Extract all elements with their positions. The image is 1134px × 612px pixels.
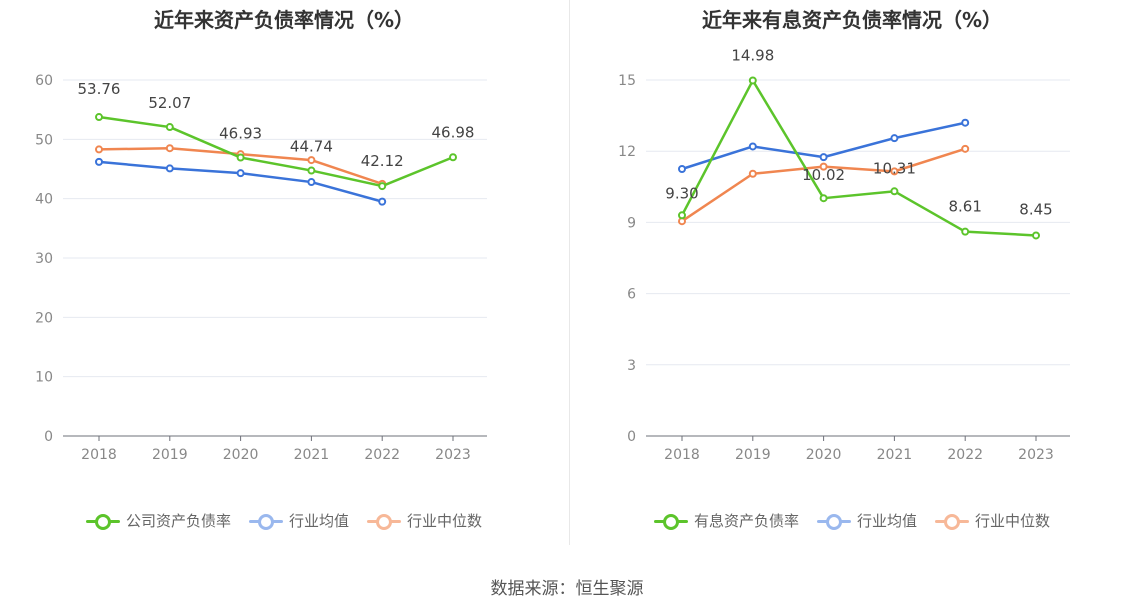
series-line-1: [98, 160, 383, 203]
legend-item[interactable]: 公司资产负债率: [85, 510, 231, 531]
series-line-0: [98, 115, 454, 188]
data-point[interactable]: [961, 118, 970, 127]
data-point[interactable]: [378, 182, 387, 191]
y-tick-label: 12: [618, 144, 636, 160]
x-tick-label: 2019: [152, 447, 188, 463]
data-point[interactable]: [165, 123, 174, 132]
x-tick-label: 2021: [877, 447, 913, 463]
series-line-0: [680, 79, 1037, 237]
data-label: 52.07: [148, 94, 191, 112]
y-tick-label: 15: [618, 73, 636, 89]
legend-line-circle-icon: [367, 513, 401, 530]
data-point[interactable]: [890, 134, 899, 143]
legend-item[interactable]: 行业中位数: [935, 510, 1050, 531]
data-label: 10.31: [873, 159, 916, 177]
left-chart-panel: 近年来资产负债率情况（%） 0 10 20 30 40 50 60 2018 2019 2020 2…: [0, 0, 568, 545]
data-point[interactable]: [890, 187, 899, 196]
y-tick-label: 30: [35, 251, 53, 267]
data-point[interactable]: [449, 153, 457, 162]
data-label: 46.98: [432, 123, 475, 141]
data-point[interactable]: [819, 153, 828, 162]
x-tick-label: 2022: [947, 447, 983, 463]
chart-legend: 公司资产负债率 行业均值 行业中位数: [0, 510, 568, 531]
legend-item[interactable]: 行业均值: [816, 510, 917, 531]
legend-label: 行业均值: [856, 512, 917, 530]
data-point[interactable]: [748, 76, 757, 85]
data-point[interactable]: [748, 169, 757, 178]
data-point[interactable]: [95, 145, 103, 154]
panel-divider: [569, 0, 570, 545]
data-label: 42.12: [361, 152, 404, 170]
data-label: 46.93: [219, 125, 262, 143]
chart-title: 近年来有息资产负债率情况（%）: [701, 8, 1003, 32]
data-point[interactable]: [890, 167, 899, 176]
legend-label: 行业中位数: [407, 512, 483, 530]
data-label: 44.74: [290, 138, 333, 156]
x-tick-label: 2018: [664, 447, 700, 463]
legend-line-circle-icon: [653, 513, 688, 530]
data-label: 10.02: [802, 166, 845, 184]
y-tick-label: 3: [627, 358, 636, 374]
x-tick-label: 2019: [735, 447, 771, 463]
x-tick-label: 2021: [294, 447, 330, 463]
legend-item[interactable]: 行业均值: [248, 510, 349, 531]
data-point[interactable]: [95, 157, 103, 166]
legend-line-circle-icon: [816, 513, 851, 530]
legend-label: 行业中位数: [975, 512, 1051, 530]
data-label: 8.61: [948, 198, 981, 216]
data-point[interactable]: [1032, 231, 1040, 240]
y-tick-label: 0: [44, 429, 53, 445]
data-label: 8.45: [1019, 200, 1052, 218]
x-tick-label: 2018: [81, 447, 117, 463]
y-tick-label: 6: [627, 287, 636, 303]
data-point[interactable]: [307, 156, 316, 165]
chart-plot-area: 0 3 6 9 12 15 2018 2019 2020 2021 2022 2023 9.30 14.9…: [618, 46, 1070, 463]
data-point[interactable]: [678, 165, 686, 173]
chart-legend: 有息资产负债率 行业均值 行业中位数: [570, 510, 1134, 531]
x-tick-label: 2020: [806, 447, 842, 463]
data-point[interactable]: [819, 194, 828, 203]
x-tick-label: 2022: [364, 447, 400, 463]
legend-item[interactable]: 有息资产负债率: [653, 510, 799, 531]
data-point[interactable]: [307, 166, 316, 175]
y-tick-label: 9: [627, 215, 636, 231]
data-point[interactable]: [236, 169, 245, 178]
y-tick-label: 50: [35, 132, 53, 148]
y-tick-label: 60: [35, 73, 53, 89]
legend-line-circle-icon: [935, 513, 969, 530]
legend-line-circle-icon: [85, 513, 120, 530]
chart-plot-area: 0 10 20 30 40 50 60 2018 2019 2020 2021 2022 2023 53.…: [35, 73, 487, 463]
legend-line-circle-icon: [248, 513, 283, 530]
legend-label: 行业均值: [288, 512, 349, 530]
data-point[interactable]: [165, 164, 174, 173]
x-tick-label: 2020: [223, 447, 259, 463]
data-point[interactable]: [307, 178, 316, 187]
data-point[interactable]: [678, 211, 686, 220]
data-point[interactable]: [236, 153, 245, 162]
data-point[interactable]: [819, 162, 828, 171]
y-tick-label: 20: [35, 310, 53, 326]
y-tick-label: 10: [35, 370, 53, 386]
data-point[interactable]: [961, 227, 970, 236]
right-chart-panel: 近年来有息资产负债率情况（%） 0 3 6 9 12 15 2018 2019 2020 2021…: [570, 0, 1134, 545]
data-point[interactable]: [378, 197, 387, 206]
data-source-note: 数据来源：恒生聚源: [490, 579, 644, 599]
x-tick-label: 2023: [435, 447, 471, 463]
data-point[interactable]: [95, 113, 103, 122]
y-tick-label: 0: [627, 429, 636, 445]
data-label: 9.30: [665, 184, 698, 202]
legend-label: 有息资产负债率: [693, 512, 799, 530]
data-label: 14.98: [731, 46, 774, 64]
data-point[interactable]: [165, 144, 174, 153]
y-tick-label: 40: [35, 192, 53, 208]
chart-title: 近年来资产负债率情况（%）: [153, 8, 415, 32]
legend-label: 公司资产负债率: [125, 512, 231, 530]
x-tick-label: 2023: [1018, 447, 1054, 463]
legend-item[interactable]: 行业中位数: [367, 510, 482, 531]
data-label: 53.76: [78, 80, 121, 98]
data-point[interactable]: [748, 142, 757, 151]
data-point[interactable]: [961, 144, 970, 153]
